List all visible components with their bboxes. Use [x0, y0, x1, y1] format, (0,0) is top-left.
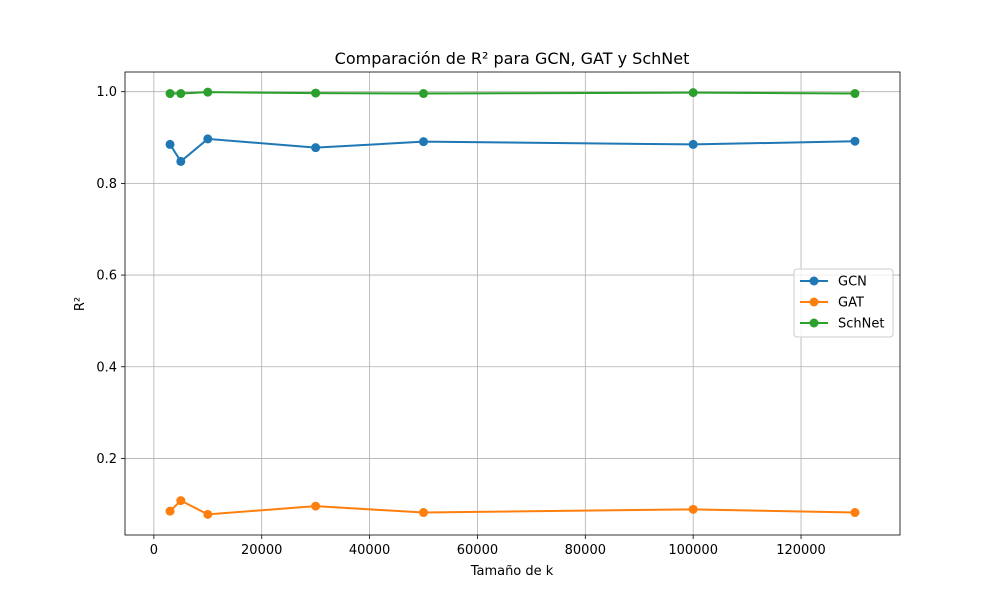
data-point-gcn-0: [165, 139, 175, 149]
data-point-gat-3: [311, 501, 321, 511]
data-point-gcn-2: [203, 134, 213, 144]
x-axis-ticks: 0 20000 40000 60000 80000 100000 120000: [150, 535, 826, 558]
series-gcn: [165, 134, 860, 166]
legend-item-gat: GAT: [800, 296, 864, 311]
data-point-schnet-3: [311, 88, 321, 98]
y-tick-label-3: 0.8: [96, 177, 117, 192]
legend-marker-schnet: [809, 318, 819, 328]
x-tick-label-1: 20000: [241, 543, 282, 558]
legend-item-schnet: SchNet: [800, 317, 884, 332]
legend-marker-gcn: [809, 276, 819, 286]
x-tick-label-0: 0: [150, 543, 158, 558]
series-gat: [165, 496, 860, 519]
data-point-gcn-5: [688, 139, 698, 149]
data-point-schnet-4: [419, 89, 429, 99]
legend: GCN GAT SchNet: [793, 268, 894, 338]
x-tick-label-4: 80000: [565, 543, 606, 558]
x-tick-label-2: 40000: [349, 543, 390, 558]
data-point-gcn-4: [419, 137, 429, 147]
data-point-gat-2: [203, 509, 213, 519]
data-point-gcn-3: [311, 143, 321, 153]
y-axis-ticks: 0.2 0.4 0.6 0.8 1.0: [96, 85, 125, 467]
data-point-schnet-6: [850, 89, 860, 99]
x-tick-label-3: 60000: [457, 543, 498, 558]
legend-label-schnet: SchNet: [838, 317, 884, 332]
y-tick-label-2: 0.6: [96, 269, 117, 284]
data-point-schnet-0: [165, 89, 175, 99]
data-point-gat-4: [419, 508, 429, 518]
series-line-schnet: [170, 91, 855, 95]
x-tick-label-6: 120000: [776, 543, 826, 558]
data-point-schnet-5: [688, 88, 698, 98]
grid: [125, 72, 900, 535]
data-point-gcn-1: [176, 156, 186, 166]
legend-marker-gat: [809, 297, 819, 307]
y-tick-label-0: 0.2: [96, 452, 117, 467]
data-point-schnet-1: [176, 89, 186, 99]
series-layer: [165, 87, 860, 519]
data-point-gat-1: [176, 496, 186, 506]
plot-frame: [124, 71, 901, 536]
x-tick-label-5: 100000: [668, 543, 718, 558]
y-tick-label-1: 0.4: [96, 360, 117, 375]
data-point-schnet-2: [203, 87, 213, 97]
data-point-gcn-6: [850, 136, 860, 146]
chart-title: Comparación de R² para GCN, GAT y SchNet: [335, 49, 690, 68]
y-axis-label: R²: [73, 297, 88, 311]
y-tick-label-4: 1.0: [96, 85, 117, 100]
data-point-gat-6: [850, 508, 860, 518]
data-point-gat-0: [165, 506, 175, 516]
series-schnet: [165, 87, 860, 99]
legend-item-gcn: GCN: [800, 275, 867, 290]
x-axis-label: Tamaño de k: [470, 564, 554, 579]
legend-label-gat: GAT: [838, 296, 864, 311]
data-point-gat-5: [688, 504, 698, 514]
legend-label-gcn: GCN: [838, 275, 867, 290]
legend-box: [793, 268, 894, 338]
